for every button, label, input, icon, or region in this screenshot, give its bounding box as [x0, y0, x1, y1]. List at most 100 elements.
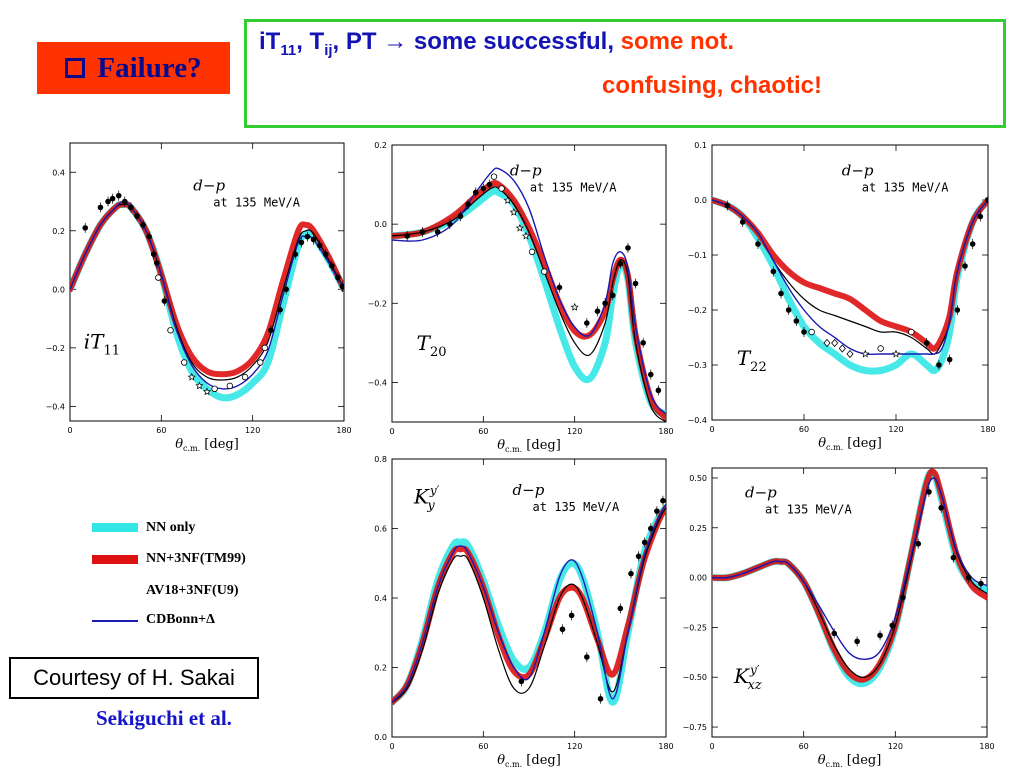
x-tick-label: 60	[478, 742, 488, 751]
data-point-filled	[617, 605, 624, 612]
y-tick-label: −0.4	[46, 402, 65, 411]
data-point-filled	[602, 300, 608, 307]
x-tick-label: 0	[389, 427, 394, 436]
y-tick-label: 0.25	[689, 524, 707, 533]
y-tick-label: −0.4	[368, 378, 387, 387]
data-point-open	[226, 382, 234, 390]
series-group	[70, 190, 344, 402]
data-point-filled	[900, 594, 906, 601]
data-point-filled	[655, 387, 662, 394]
x-tick-label: 120	[245, 426, 260, 435]
data-point-filled	[472, 189, 479, 196]
data-point-open	[490, 173, 498, 180]
y-tick-label: 0.0	[52, 285, 65, 294]
observable-label: T22	[737, 346, 767, 375]
data-point-filled	[926, 489, 932, 495]
x-axis-label: θc.m. [deg]	[818, 436, 882, 452]
data-point-filled	[946, 356, 953, 363]
data-point-filled	[335, 274, 341, 281]
chart-kxz: −0.75 −0.50 −0.25 0.00 0.25 0.50 0 60 120 180 θc.m…	[682, 467, 995, 768]
data-point-filled	[404, 233, 411, 239]
data-point-filled	[635, 553, 642, 560]
data-point-filled	[568, 612, 575, 619]
data-point-filled	[985, 197, 988, 203]
data-point-filled	[647, 371, 654, 378]
legend-label-nn-3nf-tm99: NN+3NF(TM99)	[146, 551, 246, 566]
chart-kyy: 0.0 0.2 0.4 0.6 0.8 0 60 120 180 θc.m. [deg] d−pat…	[374, 455, 673, 768]
y-tick-label: −0.75	[682, 723, 707, 732]
failure-label: Failure?	[97, 51, 202, 84]
data-point-filled	[801, 329, 807, 335]
chart-t22: −0.4 −0.3 −0.2 −0.1 0.0 0.1 0 60 120 180 θc.m. [de…	[688, 141, 996, 452]
courtesy-box: Courtesy of H. Sakai	[9, 657, 259, 699]
data-point-filled	[457, 213, 464, 220]
data-point-filled	[936, 362, 942, 368]
reaction-label: d−p	[842, 161, 874, 179]
y-tick-label: 0.4	[52, 168, 65, 177]
data-point-filled	[316, 242, 323, 249]
energy-label: at 135 MeV/A	[533, 500, 620, 514]
x-tick-label: 60	[156, 426, 166, 435]
x-axis-label: θc.m. [deg]	[497, 753, 561, 768]
data-point-open	[180, 359, 188, 366]
data-point-open	[241, 373, 249, 381]
data-point-diamond	[823, 338, 831, 348]
y-tick-label: 0.00	[689, 574, 707, 583]
data-point-filled	[770, 268, 777, 275]
data-point-filled	[486, 181, 493, 188]
legend-label-nn-only: NN only	[146, 520, 196, 535]
data-point-filled	[660, 497, 666, 504]
x-tick-label: 60	[799, 742, 809, 751]
data-point-filled	[161, 298, 168, 304]
y-tick-label: −0.2	[46, 344, 65, 353]
x-tick-label: 60	[799, 425, 809, 434]
y-tick-label: −0.1	[688, 251, 707, 260]
headline-tij-sub: ij	[324, 41, 333, 59]
data-point-filled	[304, 233, 311, 240]
data-point-star	[195, 381, 204, 390]
headline-line-2: confusing, chaotic!	[602, 72, 823, 99]
data-point-filled	[97, 204, 104, 211]
x-tick-label: 180	[658, 427, 673, 436]
energy-label: at 135 MeV/A	[530, 180, 617, 194]
data-point-open	[211, 385, 218, 393]
y-tick-label: −0.25	[682, 623, 707, 632]
data-point-filled	[962, 263, 968, 269]
observable-label: iT11	[84, 330, 120, 359]
plot-frame	[69, 142, 345, 422]
x-axis-label: θc.m. [deg]	[175, 437, 239, 453]
observable-label: Ky′ y	[413, 483, 440, 513]
headline-successful: some successful,	[407, 28, 614, 55]
data-point-star	[509, 208, 518, 216]
y-tick-label: 0.0	[374, 220, 387, 229]
data-point-filled	[597, 695, 604, 702]
legend-label-cdbonn-delta: CDBonn+Δ	[146, 612, 215, 627]
data-point-filled	[465, 201, 471, 208]
energy-label: at 135 MeV/A	[862, 180, 949, 194]
y-tick-label: −0.50	[682, 673, 707, 682]
headline-box: iT11, Tij, PT → some successful, some no…	[244, 19, 1006, 128]
data-point-filled	[292, 251, 299, 257]
plot-frame	[711, 144, 989, 421]
data-point-filled	[724, 202, 731, 209]
data-point-star	[891, 349, 901, 358]
legend-label-av18-3nf-u9: AV18+3NF(U9)	[146, 583, 239, 598]
y-tick-label: 0.2	[374, 664, 387, 673]
y-tick-label: −0.2	[688, 306, 707, 315]
x-tick-label: 180	[658, 742, 673, 751]
y-tick-label: 0.0	[694, 196, 707, 205]
data-point-filled	[739, 219, 746, 225]
data-point-open	[528, 248, 536, 256]
data-point-filled	[283, 286, 289, 293]
y-tick-label: 0.1	[694, 141, 707, 150]
x-tick-label: 120	[567, 427, 582, 436]
data-point-filled	[889, 622, 896, 629]
data-point-filled	[831, 630, 838, 637]
data-point-filled	[854, 638, 860, 645]
x-tick-label: 0	[389, 742, 394, 751]
reaction-label: d−p	[193, 176, 225, 194]
series-line-cdbonn-delta	[70, 200, 344, 390]
data-point-filled	[153, 260, 160, 266]
data-point-filled	[310, 236, 317, 243]
data-point-open	[541, 268, 548, 275]
